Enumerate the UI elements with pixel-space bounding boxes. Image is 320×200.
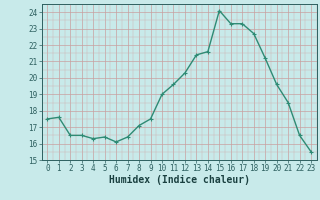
X-axis label: Humidex (Indice chaleur): Humidex (Indice chaleur) xyxy=(109,175,250,185)
